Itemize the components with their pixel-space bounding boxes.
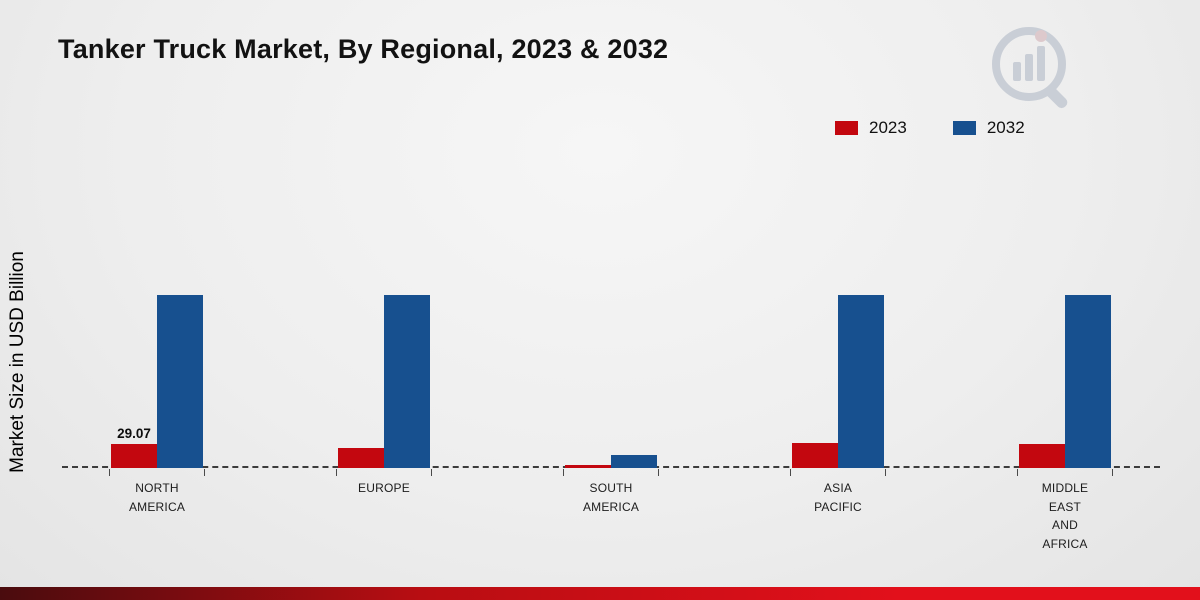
legend-item-2023: 2023 [835, 118, 907, 138]
axis-tick [1112, 469, 1113, 476]
bar-2032-north-america [157, 295, 203, 468]
bar-value-label: 29.07 [117, 426, 151, 441]
bar-2032-middle-east-and-africa [1065, 295, 1111, 468]
category-label: ASIA PACIFIC [814, 481, 862, 514]
legend-swatch-2023 [835, 121, 858, 135]
bar-2032-south-america [611, 455, 657, 468]
legend-label-2023: 2023 [869, 118, 907, 137]
axis-tick [431, 469, 432, 476]
category-label: EUROPE [358, 481, 410, 495]
category-label: NORTH AMERICA [128, 481, 186, 514]
axis-tick [658, 469, 659, 476]
axis-tick [109, 469, 110, 476]
chart-title: Tanker Truck Market, By Regional, 2023 &… [58, 34, 669, 64]
legend-swatch-2032 [952, 121, 976, 135]
category-label: MIDDLE EAST AND AFRICA [1041, 481, 1089, 551]
legend-label-2032: 2032 [986, 118, 1025, 137]
bar-2023-middle-east-and-africa [1019, 444, 1065, 468]
legend-item-2032: 2032 [952, 118, 1025, 138]
axis-tick [790, 469, 791, 476]
bar-2023-asia-pacific [792, 443, 838, 468]
axis-tick [885, 469, 886, 476]
bar-2023-europe [338, 448, 384, 468]
axis-tick [1017, 469, 1018, 476]
legend: 2023 2032 [835, 118, 1025, 138]
bar-2032-asia-pacific [838, 295, 884, 468]
bar-group-south-america [563, 0, 659, 476]
axis-tick [336, 469, 337, 476]
bar-group-europe [336, 0, 432, 476]
axis-tick [204, 469, 205, 476]
category-label: SOUTH AMERICA [582, 481, 640, 514]
bar-2023-north-america [111, 444, 157, 468]
bar-2032-europe [384, 295, 430, 468]
bottom-accent-bar [0, 587, 1200, 600]
bar-2023-south-america [565, 465, 611, 468]
magnifier-barchart-logo-icon [992, 27, 1068, 109]
bar-group-asia-pacific [790, 0, 886, 476]
bar-group-middle-east-and-africa [1017, 0, 1113, 476]
brand-logo [985, 22, 1085, 114]
bar-group-north-america: 29.07 [109, 0, 205, 476]
axis-tick [563, 469, 564, 476]
